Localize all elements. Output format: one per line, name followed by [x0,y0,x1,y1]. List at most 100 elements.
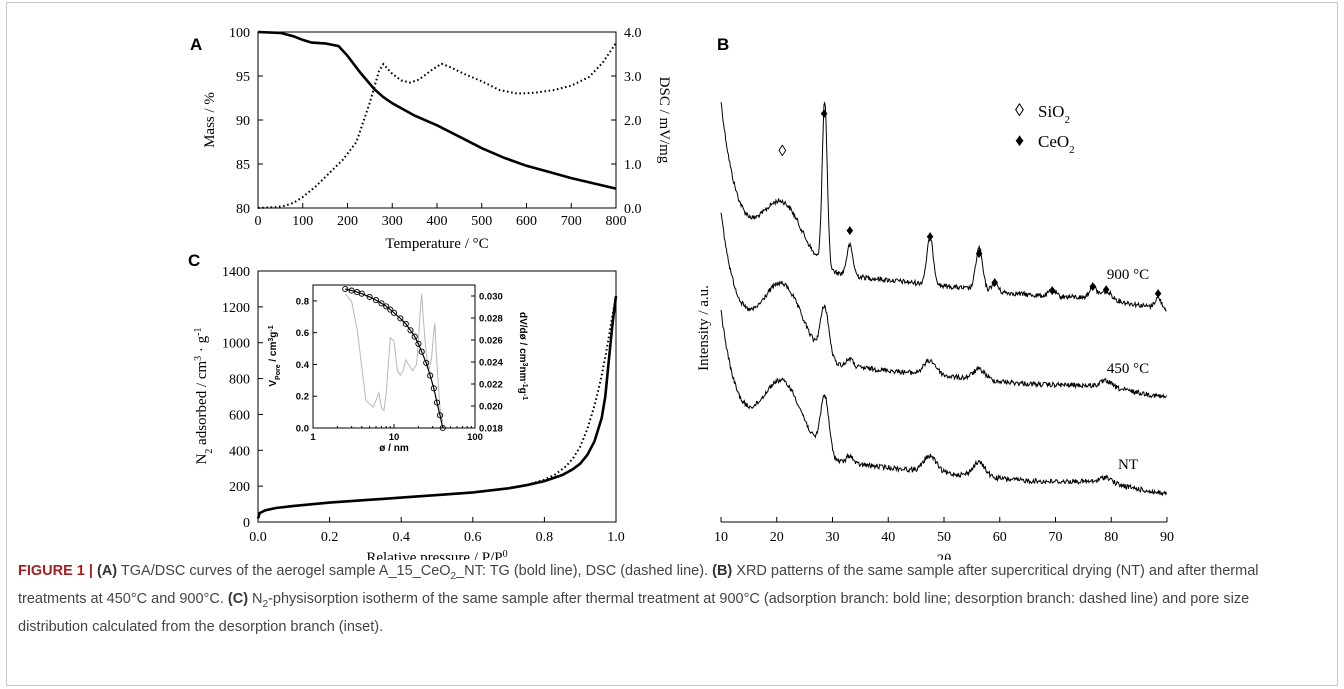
panel-b-ylabel: Intensity / a.u. [696,285,712,371]
panel-a-x-tick-label: 200 [337,214,358,229]
panel-c-plot-frame [257,270,617,523]
xrd-pattern-450 [720,212,1168,400]
inset-y-tick-label: 0.6 [296,328,309,339]
panel-a-x-tick-label: 300 [382,214,403,229]
inset-y2-tick-label: 0.020 [479,402,503,413]
panel-a-y-tick-label: 90 [236,114,250,129]
caption-a-text: TGA/DSC curves of the aerogel sample A_1… [117,563,451,579]
inset-y2-tick-label: 0.026 [479,336,503,347]
inset-y-tick-label: 0.0 [296,424,309,435]
ceo2-peak-marker: ♦ [1154,286,1162,302]
ceo2-peak-marker: ♦ [926,229,934,245]
panel-a-y-tick-label: 85 [236,158,250,173]
inset-y-tick-label: 0.8 [296,296,309,307]
panel-c-x-tick-label: 0.2 [321,530,339,545]
inset-x-tick-label: 100 [467,432,483,443]
panel-b-x-tick-label: 30 [826,530,840,545]
inset-data-point [402,320,409,327]
inset-ylabel: VPore / cm3g-1 [268,325,282,386]
inset-data-point [433,399,441,406]
panel-a-y2-tick-label: 1.0 [624,158,642,173]
panel-c-y-tick-label: 1000 [222,337,250,352]
inset-data-point [372,297,380,304]
inset-data-point [397,315,404,322]
series-label-900: 900 °C [1107,267,1149,283]
panel-c-x-tick-label: 0.6 [464,530,482,545]
inset-data-point [390,309,398,316]
inset-y2-tick-label: 0.022 [479,380,503,391]
inset-x-tick-label: 10 [389,432,400,443]
inset-data-point [383,303,390,310]
caption-a-text-2: _NT: TG (bold line), DSC (dashed line). [456,563,713,579]
ceo2-peak-marker: ♦ [975,246,983,262]
panel-c-y-tick-label: 400 [229,444,250,459]
legend-label-sio2: SiO2 [1038,102,1070,126]
caption-a-sub: 2 [450,570,457,582]
caption-c-text: N [248,590,263,607]
panel-b-xlabel: 2θ [937,552,952,560]
panel-b-x-tick-label: 70 [1049,530,1063,545]
inset-data-point [436,412,444,419]
caption-figure-label: FIGURE 1 | [18,563,93,579]
inset-data-point [439,424,446,432]
panel-a-x-tick-label: 800 [606,214,627,229]
panel-c-y-tick-label: 0 [243,516,250,531]
figure-canvas: A B C 0 100 200 300 400 500 600 700 800 80859095… [188,26,1174,560]
panel-a-y2-tick-label: 4.0 [624,26,642,41]
panel-b-x-tick-label: 20 [770,530,784,545]
legend-label-ceo2: CeO2 [1038,132,1075,156]
panel-c-xlabel: Relative pressure / P/P0 [366,549,507,561]
panel-c-x-tick-label: 0.4 [392,530,410,545]
inset-y2-tick-label: 0.028 [479,314,503,325]
panel-c-chart: 0.0 0.2 0.4 0.6 0.8 1.0 0 200 400 600 800 1000 1200… [193,265,625,560]
xrd-pattern-900 [720,101,1167,312]
panel-b-chart: 10 20 30 40 50 60 70 80 90 ♦ ♦ ♦ ♦ ♦ ♦ ♦ ♦ ♦ ◊ 900 °C 450… [696,100,1174,560]
panel-c-adsorption-line [256,295,618,519]
panel-a-x-tick-label: 500 [471,214,492,229]
panel-c-ylabel: N2 adsorbed / cm3 · g-1 [193,327,215,464]
inset-plot-frame [312,284,476,429]
ceo2-peak-marker: ♦ [1048,283,1056,299]
sio2-peak-marker: ◊ [778,143,786,160]
xrd-pattern-nt [720,309,1168,497]
caption-a-label: (A) [97,563,118,579]
inset-y2-tick-label: 0.018 [479,424,503,435]
panel-a-x-tick-label: 400 [427,214,448,229]
panel-a-y-tick-label: 100 [229,26,250,41]
panel-c-y-tick-label: 600 [229,408,250,423]
inset-y2-tick-label: 0.030 [479,292,503,303]
inset-data-point [358,290,365,297]
caption-b-text: XRD patterns of the same sample after su… [18,563,1259,607]
inset-data-point [430,385,437,392]
panel-a-y2-tick-label: 0.0 [624,202,642,217]
caption-b-label: (B) [712,563,733,579]
panel-a-y2label: DSC / mV/mg [656,77,672,164]
inset-xlabel: ø / nm [379,443,409,454]
caption-c-sub: 2 [262,598,269,610]
inset-data-point [418,348,425,355]
legend-marker-sio2: ◊ [1015,100,1024,120]
series-label-450: 450 °C [1107,361,1149,377]
ceo2-peak-marker: ♦ [1102,282,1110,298]
figure-caption: FIGURE 1 | (A) TGA/DSC curves of the aer… [18,560,1318,638]
panel-a-y-tick-label: 95 [236,70,250,85]
panel-a-y2-tick-label: 2.0 [624,114,642,129]
inset-data-point [342,285,349,293]
panel-b-x-tick-label: 10 [714,530,728,545]
inset-cumulative-line [345,288,444,429]
panel-c-y-tick-label: 200 [229,480,250,495]
inset-data-point [366,293,373,300]
panel-c-y-tick-label: 800 [229,373,250,388]
panel-a-x-tick-label: 0 [255,214,262,229]
inset-data-point [415,340,422,347]
panel-a-x-tick-label: 600 [516,214,537,229]
ceo2-peak-marker: ♦ [846,223,854,239]
inset-data-point [378,300,385,307]
inset-x-tick-label: 1 [310,432,316,443]
panel-a-ylabel: Mass / % [202,92,218,148]
caption-c-label: (C) [227,590,249,607]
panel-b-x-tick-label: 40 [881,530,895,545]
inset-y-tick-label: 0.4 [296,360,310,371]
figure-frame [6,2,1338,686]
inset-y2label: dV/dø / cm3nm-1g-1 [517,312,529,400]
